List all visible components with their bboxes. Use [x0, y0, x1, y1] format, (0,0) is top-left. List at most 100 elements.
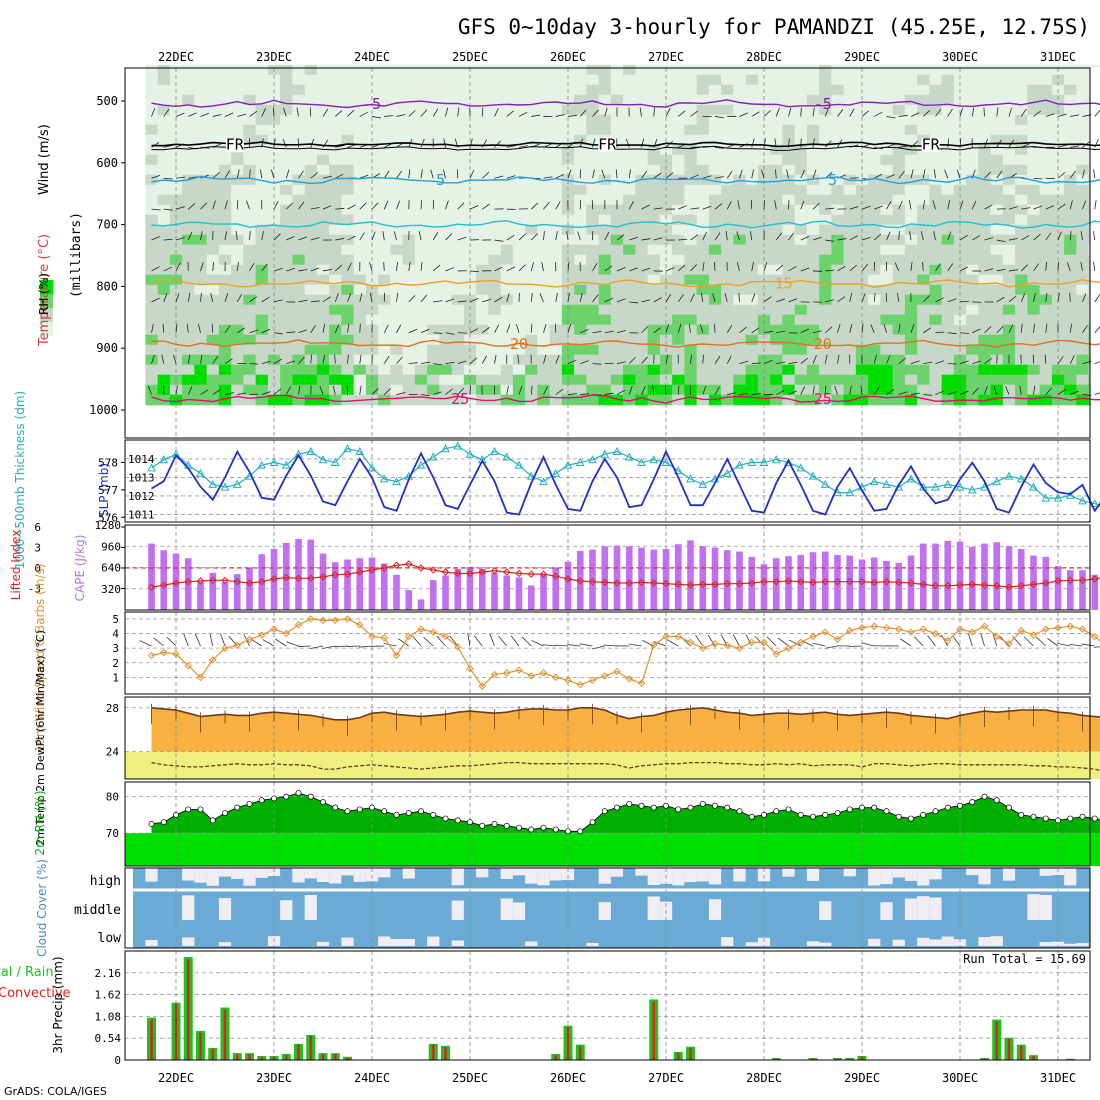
rh-cell — [623, 324, 636, 336]
rh-cell — [672, 124, 685, 136]
rh-cell — [304, 144, 318, 156]
wind-barb — [1070, 145, 1080, 148]
wind-barb — [543, 201, 550, 210]
wind-barb — [1021, 235, 1030, 241]
rh-cell — [929, 244, 943, 256]
rh-cell — [182, 344, 195, 356]
rh-cell — [696, 194, 710, 206]
rh-cell — [292, 184, 306, 196]
middle-cloud-gap — [218, 898, 232, 920]
rh-cell — [206, 74, 220, 86]
wind-barb — [922, 169, 926, 179]
lifted-index-point — [294, 574, 303, 582]
rh-cell — [904, 384, 918, 396]
high-cloud-gap — [917, 868, 930, 886]
rh-cell — [635, 134, 649, 146]
rh-cell — [770, 364, 783, 376]
thickness-axis-title: 1000~500mb Thickness (dm) — [13, 391, 27, 569]
rh-cell — [218, 334, 232, 346]
cape-bar — [687, 540, 694, 610]
rh-cell — [169, 334, 183, 346]
wind-barb — [653, 237, 663, 241]
rh-cell — [537, 364, 551, 376]
rh-cell — [182, 334, 195, 346]
rh-cell — [819, 114, 832, 126]
wind-barb — [543, 354, 547, 364]
rh-cell — [157, 244, 171, 256]
rh-cell — [1076, 364, 1090, 376]
rh-cell — [549, 274, 563, 286]
rh-cell — [218, 354, 232, 366]
rh-cell — [500, 224, 514, 236]
rh-cell — [880, 384, 894, 396]
wind-barb — [1020, 323, 1023, 333]
rh-cell — [806, 344, 820, 356]
thickness-point — [330, 457, 340, 466]
rh-cell — [1076, 324, 1090, 336]
rh-cell — [598, 324, 612, 336]
rh-cell — [304, 124, 318, 136]
rh-cell — [721, 184, 734, 196]
wind-barb — [935, 297, 944, 303]
rh-cell — [978, 314, 992, 326]
rh-cell — [378, 384, 391, 396]
rh-cell — [684, 394, 698, 406]
wind-barb — [359, 323, 361, 333]
rh-cell — [280, 154, 293, 166]
rh-legend-swatch — [40, 294, 53, 308]
wind-barb — [824, 326, 833, 334]
rh-cell — [721, 164, 734, 176]
low-cloud-gap — [929, 939, 942, 946]
rh-cell — [708, 144, 722, 156]
wind-barb-10m — [666, 639, 679, 647]
wind-barb — [1033, 110, 1041, 117]
wind-barb-10m — [473, 635, 483, 647]
wind-barb — [543, 324, 547, 333]
bottom-date-axis: 22DEC 23DEC 24DEC 25DEC 26DEC 27DEC 28DEC 29DEC… — [158, 1071, 1076, 1085]
rh-cell — [414, 114, 428, 126]
rh-cell — [1076, 304, 1090, 316]
rh-cell — [843, 264, 857, 276]
wind-barb — [567, 324, 572, 333]
rh-cell — [1027, 144, 1041, 156]
lifted-index-point — [466, 569, 474, 578]
cape-axis-title: CAPE (J/kg) — [73, 535, 87, 602]
rh-cell — [1039, 274, 1053, 286]
rh-cell — [1027, 224, 1041, 236]
rh-point — [993, 797, 1000, 804]
rh-cell — [561, 94, 575, 106]
rh-cell — [255, 104, 269, 116]
rh-cell — [353, 344, 367, 356]
wind-barb — [763, 262, 768, 272]
wind-barb — [200, 262, 204, 272]
rh-cell — [880, 194, 894, 206]
rh-cell — [476, 134, 489, 146]
rh-cell — [831, 134, 845, 146]
wind-barb — [751, 362, 761, 365]
wind-barb — [812, 355, 817, 364]
rh-cell — [623, 184, 636, 196]
rh-cell — [218, 144, 232, 156]
wind-barb — [396, 292, 399, 302]
rh-cell — [402, 354, 416, 366]
wind-barb — [151, 323, 154, 333]
rh-cell — [304, 224, 318, 236]
rh-cell — [696, 174, 710, 186]
rh-cell — [806, 334, 820, 346]
rh-cell — [941, 64, 955, 76]
rh-cell — [647, 124, 661, 136]
rh-cell — [659, 194, 673, 206]
rh-cell — [439, 104, 453, 116]
rh-cell — [1076, 214, 1090, 226]
rh-cell — [255, 284, 269, 296]
rh-cell — [721, 154, 734, 166]
low-cloud-gap — [145, 939, 158, 946]
cape-bar — [295, 538, 302, 610]
low-cloud-gap — [721, 937, 734, 946]
rh-cell — [525, 244, 538, 256]
wind-barb — [151, 208, 161, 211]
wind-barb — [310, 207, 320, 210]
wind-barb — [175, 323, 178, 333]
wind-barb — [775, 264, 784, 272]
rh-point — [761, 811, 767, 818]
